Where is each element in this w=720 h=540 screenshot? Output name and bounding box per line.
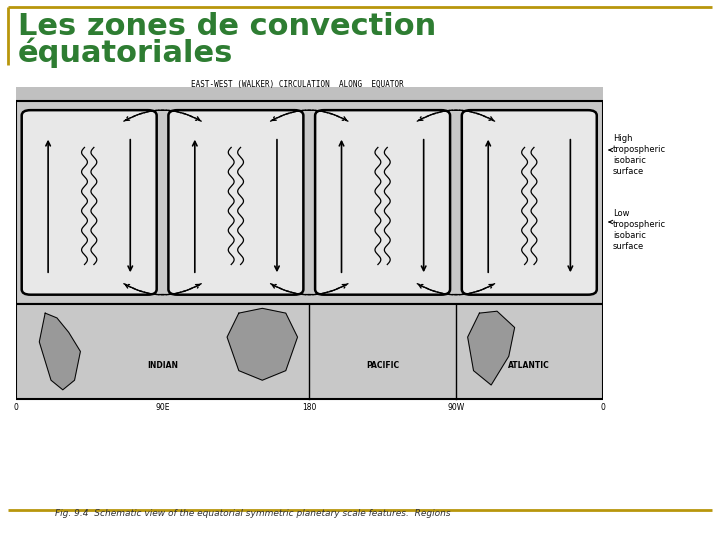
- Bar: [16, 303, 603, 400]
- Text: INDIAN: INDIAN: [147, 361, 178, 370]
- Text: Low
tropospheric
isobaric
surface: Low tropospheric isobaric surface: [613, 209, 666, 251]
- FancyBboxPatch shape: [462, 110, 597, 295]
- Text: 0: 0: [600, 403, 605, 412]
- Text: PACIFIC: PACIFIC: [366, 361, 399, 370]
- Text: High
tropospheric
isobaric
surface: High tropospheric isobaric surface: [613, 134, 666, 176]
- Polygon shape: [468, 311, 515, 385]
- Text: équatoriales: équatoriales: [18, 37, 233, 68]
- Text: EAST-WEST (WALKER) CIRCULATION  ALONG  EQUATOR: EAST-WEST (WALKER) CIRCULATION ALONG EQU…: [191, 80, 404, 89]
- Polygon shape: [227, 308, 297, 380]
- Text: Fig. 9.4  Schematic view of the equatorial symmetric planetary scale features.  : Fig. 9.4 Schematic view of the equatoria…: [55, 509, 451, 518]
- FancyBboxPatch shape: [315, 110, 450, 295]
- Text: 0: 0: [14, 403, 18, 412]
- Text: 180: 180: [302, 403, 316, 412]
- Text: 90E: 90E: [156, 403, 170, 412]
- Text: Les zones de convection: Les zones de convection: [18, 12, 436, 41]
- FancyBboxPatch shape: [168, 110, 303, 295]
- Bar: [16, 102, 603, 303]
- Bar: [16, 87, 603, 400]
- Polygon shape: [40, 313, 81, 390]
- Text: ATLANTIC: ATLANTIC: [508, 361, 550, 370]
- FancyBboxPatch shape: [22, 110, 157, 295]
- Text: 90W: 90W: [447, 403, 464, 412]
